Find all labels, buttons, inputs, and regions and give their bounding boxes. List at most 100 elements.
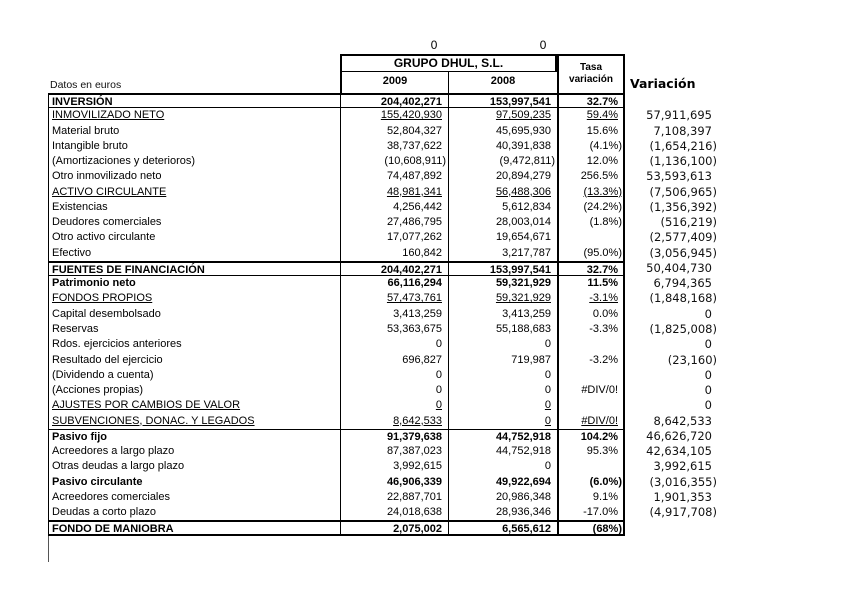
cell-label[interactable]: Reservas <box>48 321 340 338</box>
cell-variacion[interactable]: (3,056,945) <box>649 245 717 260</box>
table-row[interactable]: Acreedores a largo plazo 87,387,023 44,752… <box>48 444 625 460</box>
cell-2009[interactable]: 38,737,622 <box>340 138 448 155</box>
cell-value-zero-right[interactable]: 0 <box>539 38 547 52</box>
cell-tasa[interactable]: (1.8%) <box>557 215 625 231</box>
cell-label[interactable]: Pasivo circulante <box>48 474 340 490</box>
cell-variacion[interactable]: 0 <box>704 306 712 321</box>
cell-2008[interactable]: 3,413,259 <box>448 306 557 322</box>
cell-tasa[interactable]: -3.3% <box>557 321 625 338</box>
cell-label[interactable]: Pasivo fijo <box>48 429 340 445</box>
table-row[interactable]: Rdos. ejercicios anteriores 0 0 <box>48 337 625 353</box>
cell-2008[interactable]: 5,612,834 <box>448 199 557 216</box>
cell-2009[interactable]: 4,256,442 <box>340 199 448 216</box>
cell-tasa[interactable]: #DIV/0! <box>557 413 625 429</box>
table-row[interactable]: Intangible bruto 38,737,622 40,391,838 (4.1… <box>48 138 625 155</box>
table-row[interactable]: SUBVENCIONES, DONAC. Y LEGADOS 8,642,533 0… <box>48 413 625 429</box>
cell-tasa[interactable] <box>557 398 625 414</box>
table-row[interactable]: INVERSIÓN 204,402,271 153,997,541 32.7% <box>48 93 625 109</box>
table-row[interactable]: Pasivo fijo 91,379,638 44,752,918 104.2% <box>48 428 625 445</box>
table-row[interactable]: Patrimonio neto 66,116,294 59,321,929 11.5% <box>48 276 625 292</box>
cell-label[interactable]: Material bruto <box>48 123 340 139</box>
cell-label[interactable]: ACTIVO CIRCULANTE <box>48 184 340 200</box>
table-row[interactable]: AJUSTES POR CAMBIOS DE VALOR 0 0 <box>48 398 625 414</box>
cell-label[interactable]: Otro activo circulante <box>48 230 340 246</box>
cell-tasa[interactable]: 12.0% <box>557 154 625 170</box>
cell-2009[interactable]: 3,992,615 <box>340 459 448 475</box>
cell-variacion[interactable]: 8,642,533 <box>653 413 712 428</box>
cell-tasa[interactable] <box>557 337 625 353</box>
cell-variacion[interactable]: 53,593,613 <box>646 169 712 184</box>
cell-2008[interactable]: 40,391,838 <box>448 138 557 155</box>
cell-variacion[interactable]: 0 <box>704 398 712 413</box>
cell-tasa[interactable]: 32.7% <box>557 262 625 276</box>
table-row[interactable]: Reservas 53,363,675 55,188,683 -3.3% <box>48 321 625 338</box>
cell-variacion[interactable]: 0 <box>704 337 712 352</box>
table-row[interactable]: (Dividendo a cuenta) 0 0 <box>48 367 625 384</box>
cell-2008[interactable]: 56,488,306 <box>448 184 557 200</box>
cell-variacion[interactable]: (7,506,965) <box>649 184 717 199</box>
cell-label[interactable]: (Amortizaciones y deterioros) <box>48 154 340 170</box>
cell-label[interactable]: AJUSTES POR CAMBIOS DE VALOR <box>48 398 340 414</box>
cell-label[interactable]: Patrimonio neto <box>48 276 340 292</box>
cell-variacion[interactable]: 3,992,615 <box>653 459 712 474</box>
cell-2009[interactable]: 27,486,795 <box>340 215 448 231</box>
cell-2008[interactable]: 153,997,541 <box>448 262 557 276</box>
cell-tasa[interactable]: 256.5% <box>557 169 625 185</box>
cell-2008[interactable]: 6,565,612 <box>448 522 557 535</box>
cell-variacion[interactable] <box>628 93 712 108</box>
cell-label[interactable]: FONDO DE MANIOBRA <box>48 522 340 535</box>
cell-2008[interactable]: 44,752,918 <box>448 429 557 445</box>
table-row[interactable]: Otro activo circulante 17,077,262 19,654,6… <box>48 230 625 246</box>
cell-2008[interactable]: 44,752,918 <box>448 444 557 460</box>
cell-tasa[interactable] <box>557 230 625 246</box>
cell-tasa[interactable]: (95.0%) <box>557 245 625 261</box>
cell-2009[interactable]: 0 <box>340 398 448 414</box>
cell-variacion[interactable]: (23,160) <box>667 352 717 367</box>
table-row[interactable]: Otro inmovilizado neto 74,487,892 20,894,2… <box>48 169 625 185</box>
cell-label[interactable]: Intangible bruto <box>48 138 340 155</box>
cell-2009[interactable]: 155,420,930 <box>340 108 448 124</box>
cell-tasa[interactable]: 32.7% <box>557 95 625 108</box>
cell-tasa[interactable] <box>557 459 625 475</box>
cell-2008[interactable]: 59,321,929 <box>448 276 557 292</box>
cell-variacion[interactable]: 0 <box>704 383 712 398</box>
cell-variacion[interactable]: (1,848,168) <box>649 291 717 306</box>
table-row[interactable]: FUENTES DE FINANCIACIÓN 204,402,271 153,99… <box>48 260 625 277</box>
cell-label[interactable]: INMOVILIZADO NETO <box>48 108 340 124</box>
cell-2008[interactable]: 0 <box>448 383 557 399</box>
cell-tasa[interactable]: 11.5% <box>557 276 625 292</box>
cell-variacion[interactable] <box>628 520 712 535</box>
table-row[interactable]: ACTIVO CIRCULANTE 48,981,341 56,488,306 (13… <box>48 184 625 200</box>
cell-variacion[interactable]: 50,404,730 <box>646 260 712 275</box>
cell-variacion[interactable]: 42,634,105 <box>646 444 712 459</box>
cell-variacion[interactable]: 57,911,695 <box>646 108 712 123</box>
cell-label[interactable]: Existencias <box>48 199 340 216</box>
cell-label[interactable]: FONDOS PROPIOS <box>48 291 340 307</box>
cell-tasa[interactable] <box>557 367 625 384</box>
cell-label[interactable]: SUBVENCIONES, DONAC. Y LEGADOS <box>48 413 340 429</box>
cell-tasa[interactable]: (68%) <box>557 522 625 535</box>
table-row[interactable]: Capital desembolsado 3,413,259 3,413,259 0.… <box>48 306 625 322</box>
cell-2009[interactable]: 57,473,761 <box>340 291 448 307</box>
table-row[interactable]: FONDO DE MANIOBRA 2,075,002 6,565,612 (68%) <box>48 520 625 536</box>
cell-label[interactable]: INVERSIÓN <box>48 95 340 108</box>
cell-2008[interactable]: 0 <box>448 398 557 414</box>
cell-tasa[interactable]: (4.1%) <box>557 138 625 155</box>
cell-2009[interactable]: 22,887,701 <box>340 489 448 506</box>
cell-2008[interactable]: 719,987 <box>448 352 557 368</box>
table-row[interactable]: INMOVILIZADO NETO 155,420,930 97,509,235 59… <box>48 108 625 124</box>
cell-tasa[interactable]: 9.1% <box>557 489 625 506</box>
cell-tasa[interactable]: #DIV/0! <box>557 383 625 399</box>
cell-variacion[interactable]: 46,626,720 <box>646 428 712 443</box>
cell-tasa[interactable]: 0.0% <box>557 306 625 322</box>
cell-2009[interactable]: 0 <box>340 383 448 399</box>
table-row[interactable]: Efectivo 160,842 3,217,787 (95.0%) <box>48 245 625 261</box>
year-2008-header[interactable]: 2008 <box>490 75 516 87</box>
cell-label[interactable]: Efectivo <box>48 245 340 261</box>
cell-2008[interactable]: 97,509,235 <box>448 108 557 124</box>
cell-variacion[interactable]: (2,577,409) <box>649 230 717 245</box>
cell-2009[interactable]: 8,642,533 <box>340 413 448 429</box>
cell-label[interactable]: Resultado del ejercicio <box>48 352 340 368</box>
cell-label[interactable]: (Acciones propias) <box>48 383 340 399</box>
cell-variacion[interactable]: (4,917,708) <box>649 505 717 520</box>
